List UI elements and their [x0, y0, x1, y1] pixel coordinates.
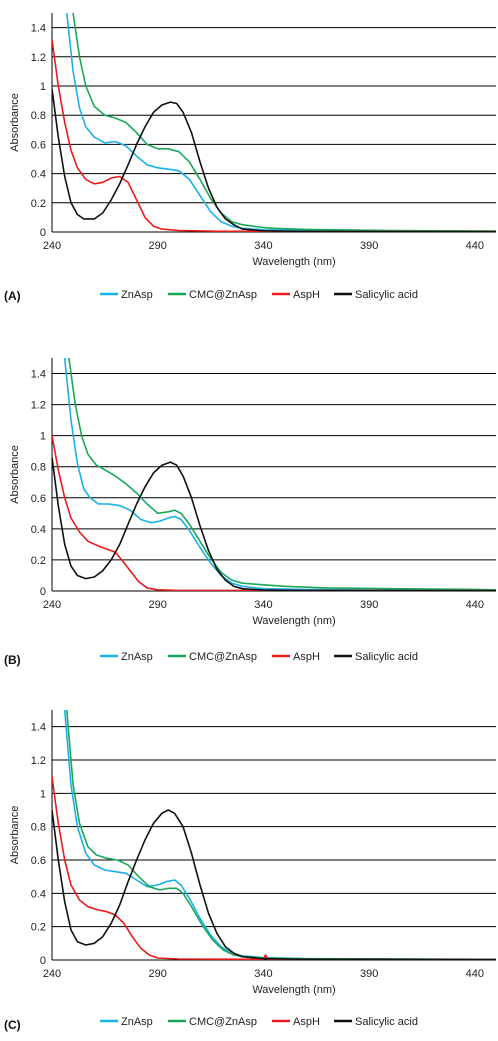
y-tick-label: 0 [40, 227, 46, 239]
y-tick-label: 0.6 [31, 855, 46, 867]
x-tick-label: 240 [43, 240, 61, 252]
x-tick-label: 390 [360, 599, 378, 611]
x-tick-label: 290 [149, 240, 167, 252]
legend-label-cmc-znasp: CMC@ZnAsp [189, 289, 257, 301]
series-line-cmc-znasp [72, 13, 496, 232]
chart-panel-2: 0 0.2 0.4 0.6 0.8 1 1.2 1.4 240 290 340 390 440 Wavel… [4, 358, 496, 667]
series-line-asph [52, 776, 496, 960]
x-axis-title: Wavelength (nm) [252, 615, 335, 627]
series-line-salicylic-acid [52, 88, 496, 232]
series-line-cmc-znasp [66, 710, 496, 960]
legend-label-znasp: ZnAsp [121, 651, 153, 663]
x-axis-title: Wavelength (nm) [252, 256, 335, 268]
panel-label: (C) [4, 1018, 21, 1032]
y-tick-label: 0.8 [31, 462, 46, 474]
legend-label-cmc-znasp: CMC@ZnAsp [189, 1016, 257, 1028]
y-tick-label: 1 [40, 431, 46, 443]
y-tick-label: 0.8 [31, 822, 46, 834]
series-line-salicylic-acid [52, 457, 496, 591]
y-axis-title: Absorbance [9, 445, 21, 504]
legend-label-cmc-znasp: CMC@ZnAsp [189, 651, 257, 663]
y-tick-label: 1.2 [31, 755, 46, 767]
y-tick-label: 0.4 [31, 169, 46, 181]
legend-label-znasp: ZnAsp [121, 289, 153, 301]
x-tick-label: 340 [254, 968, 272, 980]
y-tick-label: 1.4 [31, 369, 46, 381]
y-tick-label: 1.4 [31, 722, 46, 734]
legend-label-salicylic-acid: Salicylic acid [355, 651, 418, 663]
legend-label-asph: AspH [293, 1016, 320, 1028]
x-tick-label: 440 [466, 599, 484, 611]
legend-label-znasp: ZnAsp [121, 1016, 153, 1028]
series-line-cmc-znasp [68, 358, 496, 591]
series-line-znasp [66, 13, 496, 232]
y-tick-label: 0.6 [31, 139, 46, 151]
series-line-asph [52, 39, 496, 232]
series-line-znasp [63, 358, 496, 591]
y-tick-label: 0.2 [31, 198, 46, 210]
series-line-znasp [63, 710, 496, 960]
y-tick-label: 0.2 [31, 922, 46, 934]
x-tick-label: 390 [360, 240, 378, 252]
x-tick-label: 390 [360, 968, 378, 980]
y-tick-label: 0.2 [31, 555, 46, 567]
y-tick-label: 0.6 [31, 493, 46, 505]
y-tick-label: 0 [40, 586, 46, 598]
y-tick-label: 0.8 [31, 110, 46, 122]
legend-label-salicylic-acid: Salicylic acid [355, 289, 418, 301]
legend-label-asph: AspH [293, 651, 320, 663]
chart-panel-3: 0 0.2 0.4 0.6 0.8 1 1.2 1.4 240 290 340 390 440 Wavel… [4, 710, 496, 1032]
y-tick-label: 1.4 [31, 23, 46, 35]
y-tick-label: 0.4 [31, 524, 46, 536]
series-line-salicylic-acid [52, 809, 496, 960]
panel-label: (B) [4, 653, 21, 667]
x-tick-label: 340 [254, 240, 272, 252]
y-tick-label: 1 [40, 81, 46, 93]
y-tick-label: 1 [40, 788, 46, 800]
legend-label-asph: AspH [293, 289, 320, 301]
y-axis-title: Absorbance [9, 93, 21, 152]
legend-label-salicylic-acid: Salicylic acid [355, 1016, 418, 1028]
y-tick-label: 1.2 [31, 400, 46, 412]
y-tick-label: 0.4 [31, 888, 46, 900]
x-tick-label: 240 [43, 968, 61, 980]
x-tick-label: 240 [43, 599, 61, 611]
x-tick-label: 290 [149, 599, 167, 611]
y-tick-label: 0 [40, 955, 46, 967]
series-line-asph [52, 435, 496, 591]
y-tick-label: 1.2 [31, 52, 46, 64]
x-tick-label: 290 [149, 968, 167, 980]
panel-label: (A) [4, 289, 21, 303]
x-tick-label: 440 [466, 240, 484, 252]
x-tick-label: 440 [466, 968, 484, 980]
x-axis-title: Wavelength (nm) [252, 984, 335, 996]
y-axis-title: Absorbance [9, 806, 21, 865]
chart-panel-1: 0 0.2 0.4 0.6 0.8 1 1.2 1.4 240 290 340 390 440 Wavel… [4, 13, 496, 303]
x-tick-label: 340 [254, 599, 272, 611]
